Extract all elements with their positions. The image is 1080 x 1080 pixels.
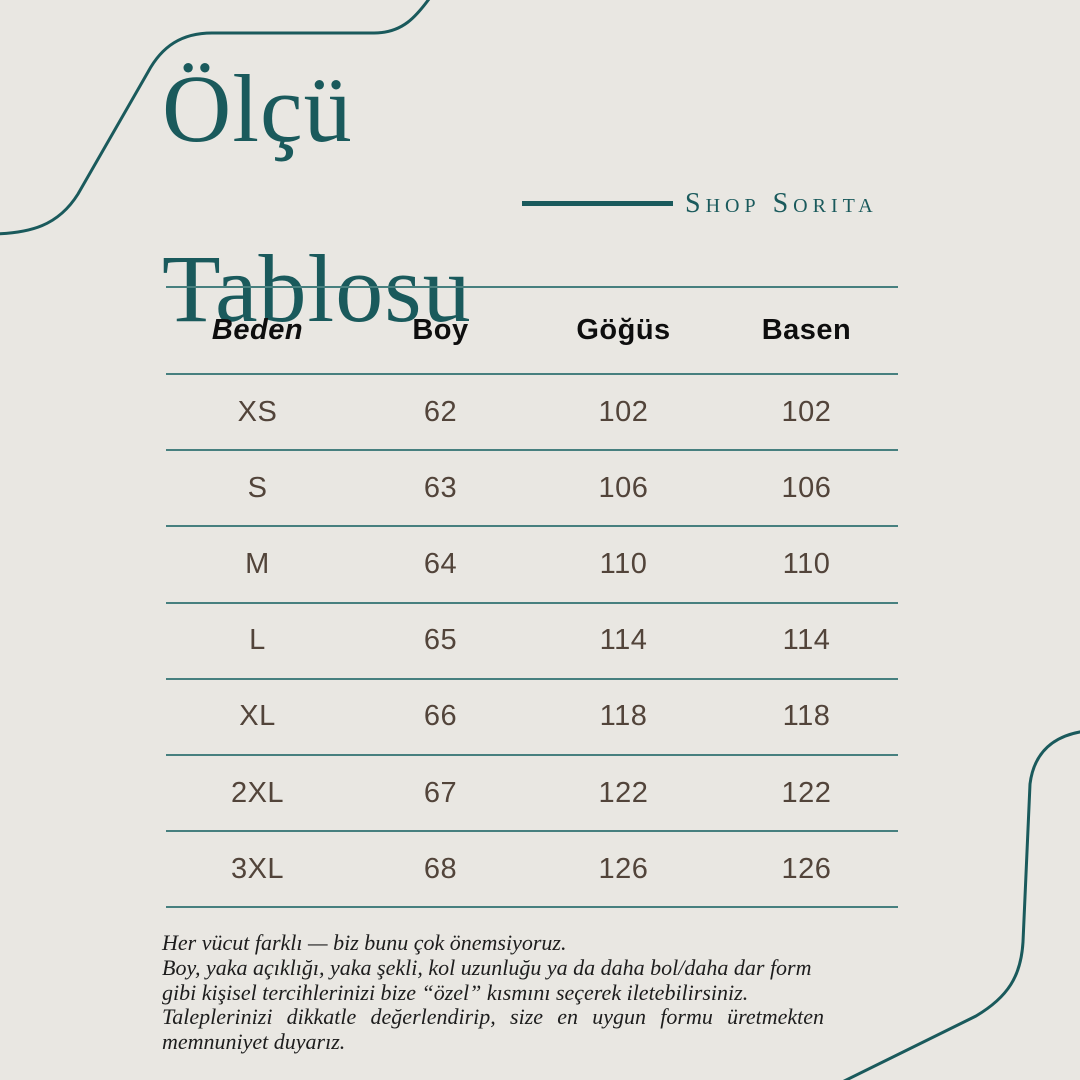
cell-basen: 102 — [781, 395, 832, 428]
footer-line: gibi kişisel tercihlerinizi bize “özel” … — [162, 979, 749, 1005]
column-header-basen: Basen — [761, 314, 852, 346]
table-row: L 65 114 114 — [166, 604, 898, 680]
size-table: Beden Boy Göğüs Basen XS 62 102 102 S 63… — [166, 286, 898, 909]
cell-beden: M — [245, 547, 270, 580]
cell-gogus: 110 — [599, 547, 648, 580]
brand-divider-line — [522, 201, 673, 206]
cell-basen: 106 — [781, 471, 832, 504]
footer-note: Her vücut farklı — biz bunu çok önemsiyo… — [162, 930, 824, 1055]
table-row: 2XL 67 122 122 — [166, 756, 898, 833]
table-row: XS 62 102 102 — [166, 375, 898, 452]
footer-line: Her vücut farklı — biz bunu çok önemsiyo… — [162, 930, 567, 955]
cell-boy: 66 — [423, 700, 458, 733]
cell-basen: 126 — [781, 852, 832, 885]
column-header-beden: Beden — [211, 314, 304, 346]
cell-boy: 63 — [423, 471, 458, 504]
cell-boy: 62 — [423, 395, 458, 428]
cell-gogus: 118 — [599, 700, 648, 733]
cell-beden: 2XL — [230, 776, 285, 809]
cell-gogus: 122 — [598, 776, 649, 809]
cell-gogus: 106 — [598, 471, 649, 504]
cell-boy: 68 — [423, 852, 458, 885]
table-row: M 64 110 110 — [166, 527, 898, 604]
cell-beden: S — [247, 471, 268, 504]
table-row: S 63 106 106 — [166, 451, 898, 528]
table-row: 3XL 68 126 126 — [166, 832, 898, 909]
cell-boy: 64 — [423, 547, 458, 580]
cell-boy: 65 — [423, 624, 458, 657]
page-title: Ölçü Tablosu — [162, 61, 472, 337]
column-header-gogus: Göğüs — [576, 314, 671, 346]
column-header-boy: Boy — [412, 314, 469, 346]
cell-gogus: 102 — [598, 395, 649, 428]
footer-line: Boy, yaka açıklığı, yaka şekli, kol uzun… — [162, 954, 812, 980]
footer-line: Taleplerinizi dikkatle değerlendirip, si… — [162, 1004, 824, 1030]
brand-name: Shop Sorita — [685, 188, 878, 219]
cell-basen: 122 — [781, 776, 832, 809]
page-title-line1: Ölçü — [162, 55, 353, 162]
cell-basen: 110 — [782, 547, 831, 580]
cell-beden: 3XL — [230, 852, 285, 885]
table-row: XL 66 118 118 — [166, 680, 898, 756]
cell-gogus: 114 — [599, 624, 648, 657]
size-table-header-row: Beden Boy Göğüs Basen — [166, 288, 898, 375]
cell-beden: L — [249, 624, 266, 657]
page-title-line2: Tablosu — [162, 235, 472, 342]
cell-basen: 118 — [782, 700, 831, 733]
footer-line: memnuniyet duyarız. — [162, 1029, 346, 1055]
cell-beden: XS — [237, 395, 278, 428]
cell-beden: XL — [239, 700, 276, 733]
cell-basen: 114 — [782, 624, 831, 657]
cell-boy: 67 — [423, 776, 458, 809]
cell-gogus: 126 — [598, 852, 649, 885]
